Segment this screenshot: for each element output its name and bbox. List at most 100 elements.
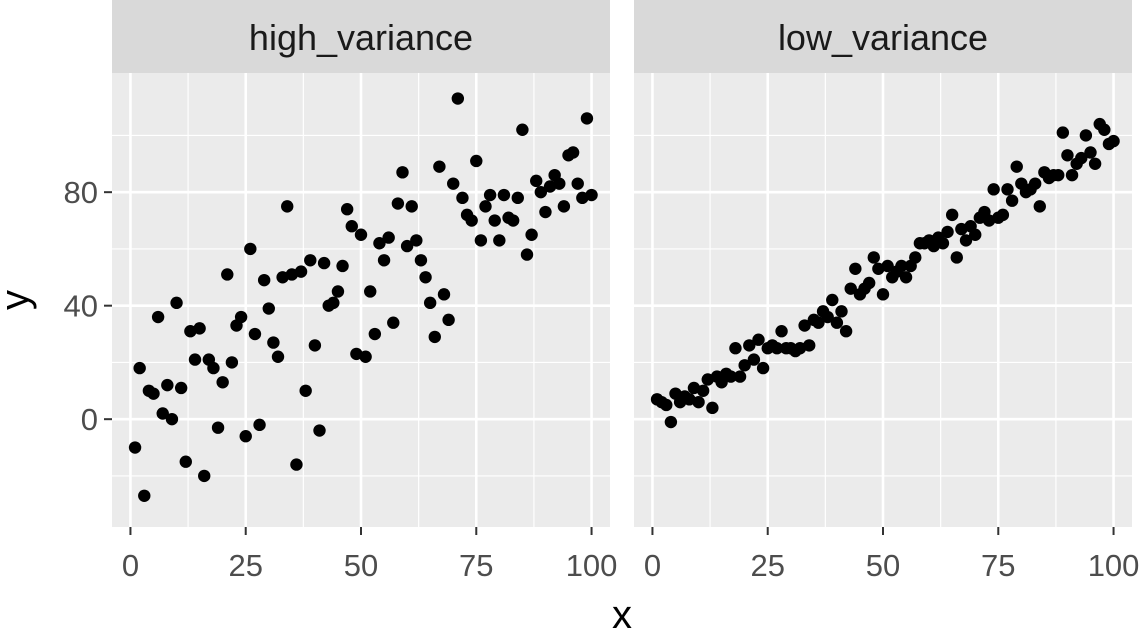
data-point — [336, 259, 349, 273]
data-point — [165, 412, 179, 426]
y-tick-label: 0 — [81, 402, 98, 437]
data-point — [1052, 168, 1065, 182]
data-point — [826, 293, 839, 307]
data-point — [479, 200, 492, 213]
data-point — [170, 296, 183, 310]
data-point — [895, 259, 908, 273]
data-point — [262, 302, 275, 315]
data-point — [133, 361, 146, 375]
data-point — [1084, 146, 1097, 159]
data-point — [747, 353, 761, 366]
data-point — [775, 325, 788, 338]
data-point — [553, 177, 566, 190]
data-point — [497, 188, 511, 202]
data-point — [1033, 200, 1046, 213]
data-point — [456, 191, 469, 205]
data-point — [881, 259, 894, 273]
data-point — [174, 381, 188, 395]
data-point — [1065, 168, 1079, 182]
data-point — [520, 248, 534, 261]
data-point — [340, 203, 354, 216]
data-point — [821, 310, 834, 324]
data-point — [506, 214, 520, 227]
data-point — [387, 316, 400, 329]
data-point — [844, 282, 857, 295]
data-point — [862, 276, 876, 290]
x-tick-label: 25 — [750, 548, 784, 583]
data-point — [257, 273, 271, 287]
data-point — [969, 228, 982, 241]
x-tick-label: 100 — [1088, 548, 1140, 583]
data-point — [876, 288, 890, 301]
data-point — [1075, 151, 1088, 165]
x-tick-label: 100 — [566, 548, 618, 583]
data-point — [373, 237, 386, 250]
facet-panels: high_variance 0 25 50 75 100 0 40 80 low_variance… — [64, 0, 1139, 583]
data-point — [959, 234, 973, 247]
data-point — [1088, 157, 1102, 170]
data-point — [867, 251, 880, 264]
data-point — [525, 228, 538, 241]
data-point — [271, 350, 285, 363]
y-tick-label: 40 — [64, 289, 98, 324]
panel-low_variance: low_variance 0 25 50 75 100 — [634, 0, 1139, 583]
data-point — [198, 469, 211, 483]
data-point — [193, 322, 206, 335]
data-point — [327, 296, 340, 310]
data-point — [216, 376, 229, 389]
data-point — [207, 361, 220, 375]
data-point — [493, 234, 506, 247]
data-point — [382, 231, 395, 244]
data-point — [812, 316, 825, 329]
data-point — [147, 387, 160, 400]
data-point — [451, 92, 465, 105]
data-point — [803, 339, 816, 352]
data-point — [474, 234, 488, 247]
data-point — [987, 183, 1000, 196]
data-point — [830, 316, 844, 329]
data-point — [585, 188, 598, 202]
data-point — [899, 271, 913, 284]
data-point — [239, 430, 252, 443]
data-point — [580, 112, 594, 125]
data-point — [294, 265, 308, 278]
data-point — [234, 310, 248, 324]
data-point — [516, 123, 529, 136]
data-point — [437, 288, 451, 301]
data-point — [1107, 134, 1120, 148]
data-point — [571, 177, 584, 190]
data-point — [909, 251, 922, 264]
data-point — [331, 285, 345, 298]
data-point — [368, 327, 382, 341]
data-point — [483, 188, 497, 202]
data-point — [221, 268, 234, 281]
data-point — [244, 242, 257, 256]
data-point — [359, 350, 372, 363]
data-point — [281, 200, 294, 213]
x-tick-label: 50 — [344, 548, 378, 583]
data-point — [696, 384, 710, 397]
data-point — [433, 160, 446, 173]
data-point — [488, 214, 501, 227]
x-tick-label: 75 — [459, 548, 493, 583]
y-axis-title: y — [0, 290, 37, 310]
data-point — [743, 339, 756, 352]
data-point — [400, 239, 414, 253]
data-point — [465, 214, 478, 227]
data-point — [308, 339, 322, 352]
data-point — [1056, 126, 1070, 139]
data-point — [1010, 160, 1023, 173]
data-point — [156, 407, 169, 420]
data-point — [391, 197, 405, 210]
data-point — [304, 254, 317, 267]
data-point — [660, 398, 673, 412]
data-point — [849, 262, 862, 275]
data-point — [345, 220, 358, 233]
data-point — [248, 327, 262, 341]
data-point — [396, 166, 409, 179]
data-point — [534, 185, 548, 199]
data-point — [161, 378, 174, 392]
data-point — [151, 310, 165, 324]
data-point — [557, 200, 571, 213]
